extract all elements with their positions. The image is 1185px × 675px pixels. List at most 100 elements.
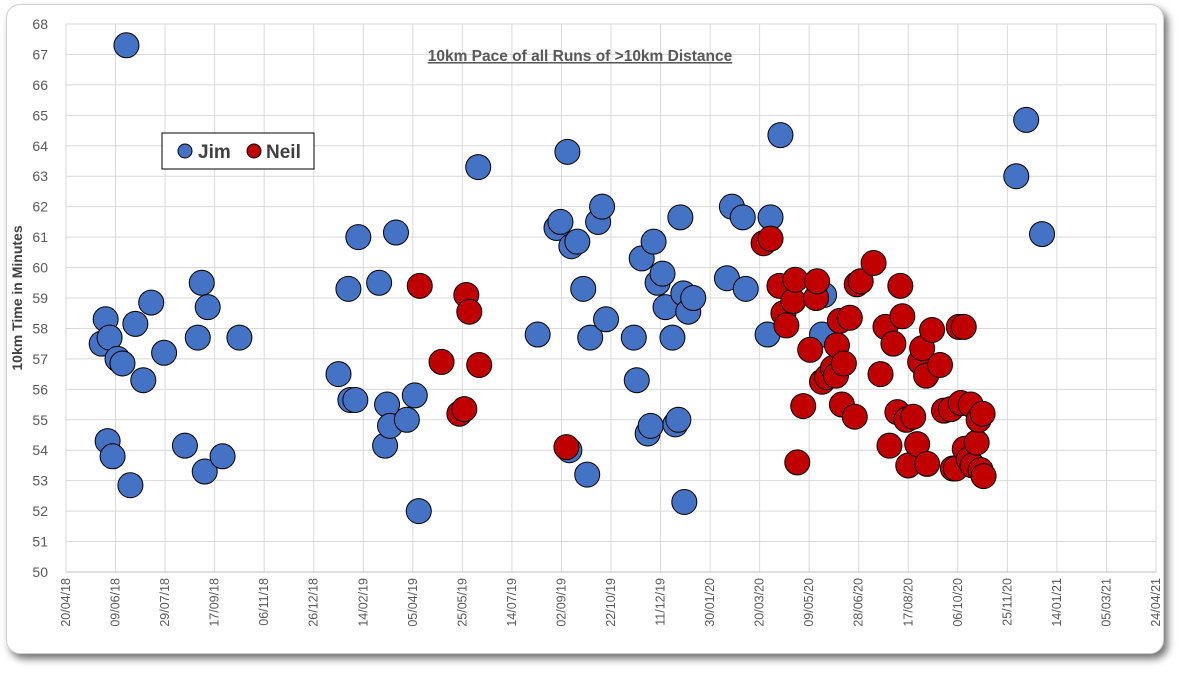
- point-jim: [117, 472, 144, 499]
- point-neil: [950, 313, 977, 340]
- point-neil: [914, 450, 941, 477]
- x-tick-label: 02/09/19: [554, 578, 568, 627]
- point-neil: [889, 303, 916, 330]
- gridlines: [65, 23, 1157, 572]
- y-tick-label: 59: [32, 290, 48, 306]
- point-jim: [122, 310, 149, 337]
- point-neil: [867, 361, 894, 388]
- x-tick-label: 20/04/18: [59, 578, 73, 627]
- y-tick-label: 65: [32, 107, 48, 123]
- point-jim: [325, 361, 352, 388]
- x-tick-label: 06/10/20: [951, 578, 965, 627]
- x-tick-label: 14/02/19: [356, 578, 370, 627]
- point-jim: [680, 285, 707, 311]
- x-tick-label: 26/12/18: [307, 578, 321, 627]
- point-jim: [564, 228, 591, 255]
- point-neil: [830, 350, 857, 377]
- point-neil: [969, 400, 996, 427]
- point-jim: [382, 219, 409, 246]
- point-jim: [151, 339, 178, 366]
- point-jim: [465, 154, 492, 181]
- point-neil: [847, 268, 874, 295]
- y-tick-label: 57: [32, 351, 48, 367]
- point-neil: [836, 304, 863, 331]
- y-tick-label: 54: [32, 442, 48, 458]
- legend-marker-neil: [246, 143, 262, 159]
- point-neil: [880, 330, 907, 357]
- x-tick-label: 05/04/19: [406, 578, 420, 627]
- x-tick-label: 14/01/21: [1050, 578, 1064, 627]
- legend-marker-jim: [177, 143, 193, 159]
- point-jim: [554, 138, 581, 165]
- point-neil: [926, 351, 953, 378]
- point-jim: [665, 406, 692, 433]
- point-jim: [667, 204, 694, 231]
- x-tick-label: 06/11/18: [257, 578, 271, 626]
- point-jim: [109, 350, 136, 377]
- point-jim: [593, 306, 620, 333]
- point-neil: [782, 266, 809, 293]
- y-tick-label: 61: [32, 229, 48, 245]
- point-neil: [784, 449, 811, 476]
- x-tick-label: 22/10/19: [604, 578, 618, 627]
- point-jim: [113, 32, 140, 59]
- x-tick-label: 25/05/19: [455, 578, 469, 627]
- legend: Jim Neil: [161, 132, 315, 170]
- y-tick-label: 55: [32, 412, 48, 428]
- y-tick-label: 50: [32, 564, 48, 580]
- point-jim: [366, 269, 393, 296]
- point-jim: [524, 321, 551, 348]
- x-tick-label: 30/01/20: [703, 578, 717, 627]
- point-jim: [659, 324, 686, 351]
- point-jim: [767, 122, 794, 149]
- point-neil: [900, 403, 927, 430]
- point-jim: [570, 275, 597, 302]
- x-tick-label: 24/04/21: [1149, 578, 1163, 627]
- y-tick-label: 68: [32, 16, 48, 32]
- x-tick-label: 09/05/20: [802, 578, 816, 627]
- x-tick-label: 25/11/20: [1000, 578, 1014, 626]
- point-jim: [184, 324, 211, 351]
- x-tick-label: 05/03/21: [1099, 578, 1113, 627]
- point-neil: [428, 348, 455, 375]
- point-neil: [451, 396, 478, 423]
- chart-title: 10km Pace of all Runs of >10km Distance: [428, 48, 733, 65]
- point-jim: [589, 193, 616, 220]
- point-jim: [547, 208, 574, 235]
- point-jim: [209, 443, 236, 470]
- point-jim: [138, 289, 165, 316]
- y-tick-label: 62: [32, 199, 48, 215]
- point-neil: [553, 434, 580, 461]
- x-tick-label: 17/08/20: [901, 578, 915, 627]
- y-tick-labels: 50 51 52 53 54 55 56 57 58 59 60 61 62 63 64 65 66 67 68: [32, 16, 48, 580]
- y-tick-label: 56: [32, 381, 48, 397]
- point-neil: [841, 403, 868, 430]
- point-jim: [99, 443, 126, 470]
- x-tick-label: 28/06/20: [852, 578, 866, 627]
- y-tick-label: 63: [32, 168, 48, 184]
- legend-label-jim: Jim: [198, 142, 231, 163]
- point-jim: [342, 386, 369, 413]
- x-tick-label: 17/09/18: [208, 578, 222, 627]
- point-jim: [191, 458, 218, 485]
- y-tick-label: 51: [32, 534, 48, 550]
- y-tick-label: 67: [32, 46, 48, 62]
- point-neil: [970, 463, 997, 490]
- point-jim: [1029, 221, 1056, 248]
- point-jim: [171, 432, 198, 459]
- point-neil: [860, 249, 887, 276]
- y-tick-label: 53: [32, 473, 48, 489]
- point-jim: [640, 228, 667, 255]
- point-jim: [335, 275, 362, 302]
- point-jim: [671, 488, 698, 515]
- x-tick-label: 20/03/20: [753, 578, 767, 627]
- point-jim: [345, 224, 372, 251]
- y-tick-label: 60: [32, 260, 48, 276]
- point-jim: [649, 260, 676, 287]
- point-jim: [623, 367, 650, 394]
- point-neil: [804, 268, 831, 295]
- point-neil: [757, 225, 784, 252]
- point-jim: [732, 275, 759, 302]
- point-jim: [194, 294, 221, 321]
- point-neil: [406, 272, 433, 299]
